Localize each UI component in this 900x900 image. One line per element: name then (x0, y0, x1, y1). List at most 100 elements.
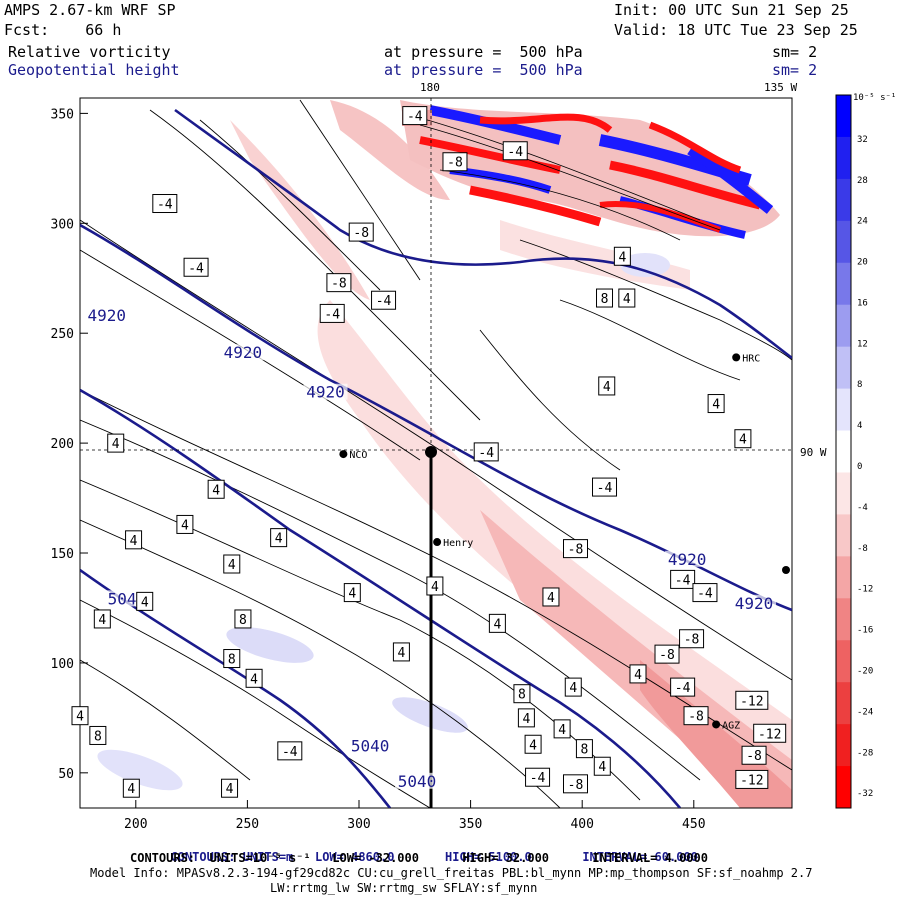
vorticity-contour-label: 4 (547, 591, 555, 606)
vorticity-contour-label: 4 (431, 580, 439, 595)
colorbar-swatch (836, 262, 851, 306)
colorbar-swatch (836, 430, 851, 473)
edge-station-marker (782, 566, 790, 574)
height-high: HIGH= 5100.0 (445, 850, 532, 864)
init-time: Init: 00 UTC Sun 21 Sep 25 (614, 1, 849, 19)
x-tick-label: 250 (236, 817, 259, 832)
colorbar-tick-label: -28 (857, 748, 873, 758)
vorticity-contour-label: 4 (558, 723, 566, 738)
vorticity-label-box (277, 741, 303, 761)
height-contour-label: 5040 (398, 772, 437, 791)
vorticity-contour-label: 8 (581, 743, 589, 758)
vorticity-contour-label: 4 (522, 712, 530, 727)
vorticity-label-box (753, 723, 787, 743)
model-info: Model Info: MPASv8.2.3-194-gf29cd82c CU:… (90, 866, 813, 880)
vorticity-contour-label: 4 (76, 710, 84, 725)
y-tick-label: 100 (51, 657, 74, 672)
field1-smoothing: sm= 2 (772, 43, 818, 61)
x-tick-label: 200 (124, 817, 147, 832)
x-tick-label: 450 (682, 817, 705, 832)
vorticity-contours (80, 99, 792, 808)
vorticity-contour-label: 4 (98, 613, 106, 628)
vorticity-contour-label: -4 (675, 681, 691, 696)
colorbar-tick-label: -8 (857, 544, 868, 554)
field2-level: at pressure = 500 hPa (384, 61, 583, 79)
colorbar-swatch (836, 346, 851, 390)
colorbar-swatch (836, 724, 851, 767)
vorticity-contour-label: 8 (518, 688, 526, 703)
vorticity-label-box (93, 609, 111, 629)
vorticity-contour-label: -8 (568, 778, 584, 793)
vorticity-label-box (613, 246, 631, 266)
vorticity-contour-label: 4 (603, 380, 611, 395)
colorbar-tick-label: 16 (857, 298, 868, 308)
vorticity-contour-label: 8 (239, 613, 247, 628)
vorticity-label-box (542, 587, 560, 607)
colorbar-frame (835, 94, 852, 809)
vorticity-contour-label: -8 (568, 543, 584, 558)
vorticity-label-box (502, 141, 528, 161)
vorticity-label-box (564, 677, 582, 697)
vorticity-label-box (152, 194, 178, 214)
vorticity-contour-label: -8 (688, 710, 704, 725)
colorbar-swatch (836, 640, 851, 683)
vorticity-label-box (223, 554, 241, 574)
vorticity-label-box (125, 530, 143, 550)
vorticity-contour-label: -8 (353, 226, 369, 241)
field1-name: Relative vorticity (8, 43, 171, 61)
vorticity-label-box (473, 442, 499, 462)
positive-vorticity-patch-1 (226, 627, 314, 663)
height-label-bg (665, 550, 710, 567)
colorbar-swatch (836, 682, 851, 725)
vorticity-label-box (562, 774, 588, 794)
colorbar-tick-label: 8 (857, 380, 862, 390)
vorticity-contour-label: 4 (141, 595, 149, 610)
colorbar-swatch (836, 598, 851, 641)
vorticity-contour-label: 4 (739, 433, 747, 448)
vorticity-contour-label: 4 (529, 738, 537, 753)
colorbar-tick-label: -4 (857, 503, 868, 513)
vorticity-label-box (488, 613, 506, 633)
vorticity-contour-label: -4 (407, 110, 423, 125)
vorticity-label-box (89, 725, 107, 745)
vorticity-contour-label: 4 (228, 558, 236, 573)
height-low: LOW= 4860.0 (314, 850, 395, 864)
height-contour-label: 4920 (224, 343, 263, 362)
vorticity-contour-label: 4 (226, 782, 234, 797)
vorticity-contour-label: -12 (740, 694, 763, 709)
colorbar-tick-label: 28 (857, 176, 868, 186)
vorticity-contour-label: -4 (376, 294, 392, 309)
vorticity-contour-label: -4 (597, 481, 613, 496)
colorbar-swatch (836, 95, 851, 138)
negative-vorticity-streak-nw (230, 120, 370, 300)
forecast-hour: Fcst: 66 h (4, 21, 122, 39)
height-contour-label: 4920 (88, 306, 127, 325)
vorticity-label-box (223, 649, 241, 669)
height-interval: INTERVAL= 60.000 (582, 850, 698, 864)
vorticity-label-box (234, 609, 252, 629)
vorticity-field (80, 99, 792, 808)
vorticity-label-box (654, 644, 680, 664)
vorticity-label-box (326, 273, 352, 293)
vorticity-contour-label: -4 (282, 745, 298, 760)
y-axis: 50 100 150 200 250 300 350 (51, 107, 88, 782)
vorticity-contour-label: 4 (618, 250, 626, 265)
vorticity-contour-label: -4 (697, 587, 713, 602)
colorbar-swatch (836, 388, 851, 432)
colorbar-tick-label: 0 (857, 462, 862, 472)
station-label: HRC (742, 353, 760, 364)
y-tick-label: 200 (51, 437, 74, 452)
vorticity-contour-label: 4 (181, 518, 189, 533)
vorticity-label-box (592, 477, 618, 497)
height-label-bg (220, 344, 265, 361)
vorticity-contour-label: -8 (447, 156, 463, 171)
vorticity-contour-label: 4 (275, 532, 283, 547)
vorticity-contour-label: 4 (130, 534, 138, 549)
vorticity-contour-label: -12 (758, 727, 781, 742)
y-tick-label: 350 (51, 107, 74, 122)
vorticity-contour-label: 4 (623, 292, 631, 307)
y-tick-label: 300 (51, 217, 74, 232)
vorticity-label-box (562, 539, 588, 559)
